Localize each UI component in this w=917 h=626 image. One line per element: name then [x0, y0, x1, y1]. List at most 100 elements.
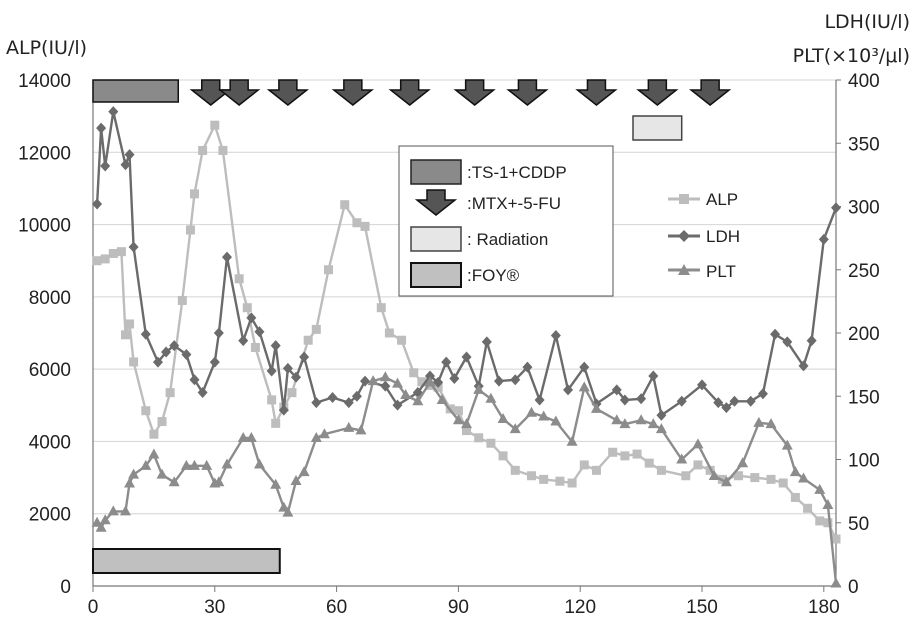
data-point-alp	[125, 319, 135, 329]
data-point-plt	[379, 371, 391, 382]
data-point-plt	[367, 375, 379, 386]
data-point-plt	[635, 414, 647, 425]
data-point-alp	[198, 145, 208, 155]
data-point-alp	[734, 471, 744, 481]
legend-label-ts1-cddp: :TS-1+CDDP	[467, 163, 567, 182]
data-point-plt	[156, 468, 168, 479]
data-point-plt	[119, 505, 131, 516]
data-point-ldh	[221, 251, 232, 263]
treatment-bar	[92, 79, 180, 103]
left-axis-title: ALP(IU/l)	[6, 37, 87, 59]
data-point-alp	[555, 476, 565, 486]
data-point-ldh	[270, 340, 281, 352]
data-point-alp	[474, 433, 484, 443]
data-point-ldh	[550, 330, 561, 342]
legend-swatch-foy	[410, 262, 462, 288]
data-point-alp	[803, 503, 813, 513]
data-point-ldh	[380, 380, 391, 392]
legend-arrow-icon	[414, 189, 458, 216]
y-right-tick-label: 50	[848, 514, 869, 535]
data-point-plt	[270, 478, 282, 489]
treatment-markers	[92, 79, 732, 574]
data-point-alp	[311, 324, 321, 334]
data-point-plt	[830, 577, 842, 588]
data-point-ldh	[729, 395, 740, 407]
data-point-plt	[189, 459, 201, 470]
x-tick-label: 0	[88, 597, 99, 618]
data-point-ldh	[676, 395, 687, 407]
data-point-alp	[100, 254, 110, 264]
data-point-ldh	[96, 122, 107, 134]
data-point-alp	[693, 460, 703, 470]
legend-marker-plt	[678, 264, 690, 275]
legend-label-ldh: LDH	[706, 227, 740, 246]
data-point-ldh	[481, 336, 492, 348]
data-point-plt	[298, 466, 310, 477]
data-point-plt	[318, 428, 330, 439]
right-axis-title-plt: PLT(×10³/μl)	[793, 45, 910, 67]
data-point-alp	[831, 534, 841, 544]
data-point-plt	[107, 505, 119, 516]
treatment-arrow	[331, 79, 375, 106]
data-point-ldh	[327, 392, 338, 404]
data-point-alp	[591, 465, 601, 475]
data-point-plt	[765, 418, 777, 429]
y-left-tick-label: 2000	[29, 505, 71, 526]
data-point-plt	[590, 402, 602, 413]
data-point-plt	[509, 423, 521, 434]
legend-label-mtx-5fu: :MTX+-5-FU	[467, 194, 561, 213]
treatment-arrow	[688, 79, 732, 106]
data-point-ldh	[161, 346, 172, 358]
data-point-alp	[608, 447, 618, 457]
treatment-arrow	[453, 79, 496, 106]
data-point-alp	[267, 395, 277, 405]
data-point-ldh	[831, 202, 841, 214]
data-point-ldh	[246, 312, 257, 324]
data-point-ldh	[636, 393, 647, 405]
data-point-alp	[567, 478, 577, 488]
y-left-tick-label: 10000	[18, 216, 71, 237]
data-point-plt	[400, 388, 412, 399]
data-point-ldh	[648, 370, 659, 382]
data-point-plt	[148, 448, 160, 459]
data-point-ldh	[433, 376, 444, 388]
data-point-alp	[92, 256, 102, 266]
data-point-ldh	[266, 365, 277, 377]
data-point-alp	[778, 478, 788, 488]
data-point-ldh	[311, 397, 322, 409]
data-point-plt	[798, 472, 810, 483]
data-point-plt	[497, 413, 509, 424]
data-point-alp	[210, 120, 220, 130]
data-point-ldh	[209, 356, 220, 368]
data-point-ldh	[563, 384, 574, 396]
data-point-alp	[120, 330, 130, 340]
data-point-alp	[815, 516, 825, 526]
x-tick-label: 60	[326, 597, 347, 618]
data-point-plt	[201, 459, 213, 470]
data-point-plt	[253, 458, 265, 469]
data-point-alp	[823, 518, 833, 528]
x-tick-label: 150	[686, 597, 718, 618]
data-point-plt	[647, 418, 659, 429]
y-right-tick-label: 350	[848, 134, 880, 155]
tick-labels: 0200040006000800010000120001400005010015…	[18, 71, 880, 618]
data-point-alp	[165, 388, 175, 398]
y-right-tick-label: 100	[848, 451, 880, 472]
y-left-tick-label: 14000	[18, 71, 71, 92]
data-point-plt	[720, 476, 732, 487]
data-point-plt	[310, 431, 322, 442]
data-point-alp	[108, 248, 118, 258]
data-point-alp	[681, 471, 691, 481]
x-tick-label: 180	[808, 597, 840, 618]
series-lines	[91, 106, 842, 588]
data-point-alp	[218, 145, 228, 155]
legend-marker-alp	[679, 194, 689, 204]
data-point-alp	[190, 189, 200, 199]
data-point-plt	[95, 521, 107, 532]
treatment-bar	[92, 548, 281, 574]
legend-swatch-ts1-cddp	[410, 159, 462, 185]
data-point-ldh	[713, 397, 724, 409]
data-point-alp	[303, 335, 313, 345]
data-point-ldh	[238, 335, 249, 347]
legend-label-radiation: : Radiation	[467, 230, 548, 249]
